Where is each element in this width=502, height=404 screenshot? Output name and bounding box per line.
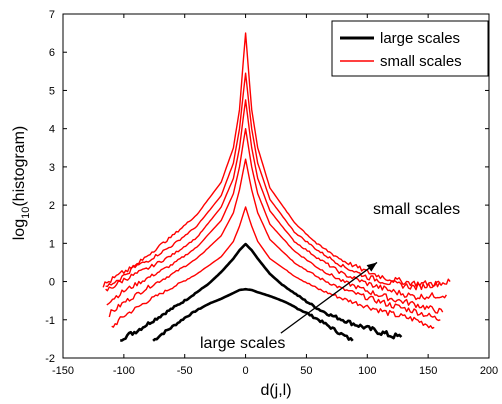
annotation-large-scales: large scales: [200, 335, 285, 352]
annotation-arrow-line: [280, 261, 378, 334]
y-tick-label: 0: [49, 277, 55, 289]
y-tick-label: 2: [49, 200, 55, 212]
legend-label-large: large scales: [380, 30, 460, 47]
y-tick-label: 3: [49, 162, 55, 174]
y-axis-label-sub: 10: [20, 207, 32, 219]
x-tick-label: -50: [177, 365, 193, 377]
y-tick-label: 7: [49, 9, 55, 21]
legend-box: [331, 20, 489, 77]
y-tick-label: 6: [49, 47, 55, 59]
y-tick-label: -2: [45, 353, 55, 365]
series-line-small-3: [108, 158, 441, 322]
series-line-small-7: [105, 32, 441, 288]
annotation-small-scales: small scales: [373, 201, 460, 218]
series-line-small-5: [105, 99, 447, 301]
y-tick-label: 1: [49, 238, 55, 250]
x-tick-label: 150: [419, 365, 437, 377]
ticks-layer: -150 -100 -50 0 50 100 150 200 -2 -1 0 1 2 3 4 5 6 7: [45, 9, 498, 377]
series-line-small-6: [102, 72, 451, 291]
series-layer: [102, 32, 451, 342]
x-tick-label: 0: [243, 365, 249, 377]
y-axis-label-main: log: [11, 219, 28, 240]
y-tick-label: 4: [49, 124, 55, 136]
series-line-small-4: [106, 127, 444, 314]
y-axis-label: log10(histogram): [11, 126, 32, 241]
y-tick-label: -1: [45, 315, 55, 327]
x-tick-label: 200: [480, 365, 498, 377]
y-axis-label-rest: (histogram): [11, 126, 28, 207]
legend: large scales small scales: [331, 20, 489, 77]
x-tick-label: 100: [358, 365, 376, 377]
x-tick-label: -100: [113, 365, 135, 377]
x-tick-label: -150: [52, 365, 74, 377]
series-line-large-1: [120, 242, 403, 342]
x-tick-label: 50: [300, 365, 312, 377]
series-line-large-0: [152, 287, 354, 342]
arrow-layer: [280, 261, 378, 334]
legend-label-small: small scales: [380, 53, 462, 70]
series-line-small-2: [111, 206, 435, 329]
y-tick-label: 5: [49, 85, 55, 97]
plot-frame: [62, 13, 490, 359]
x-axis-label: d(j,l): [260, 382, 291, 399]
annotation-arrow-head: [366, 262, 378, 272]
